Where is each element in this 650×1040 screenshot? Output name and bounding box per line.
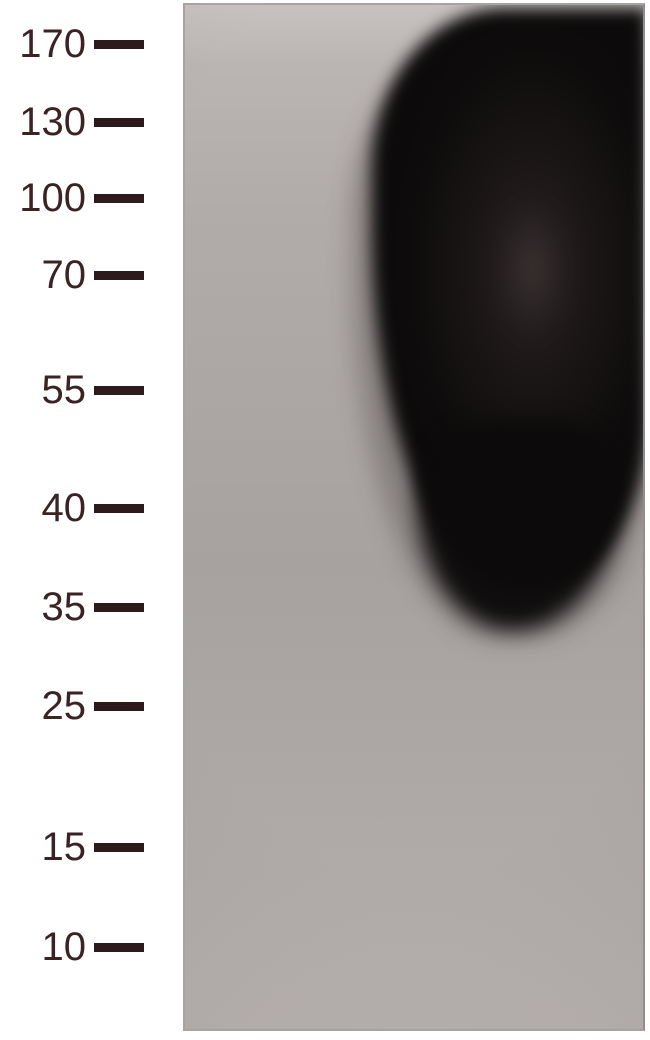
marker-label: 40: [0, 486, 86, 531]
marker-row: 35: [0, 585, 144, 630]
marker-row: 15: [0, 825, 144, 870]
marker-label: 55: [0, 368, 86, 413]
marker-label: 130: [0, 100, 86, 145]
marker-tick: [94, 603, 144, 612]
marker-row: 170: [0, 22, 144, 67]
marker-tick: [94, 40, 144, 49]
marker-row: 25: [0, 684, 144, 729]
marker-label: 70: [0, 253, 86, 298]
blot-figure: 170 130 100 70 55 40 35 25 15 10: [0, 0, 650, 1040]
marker-row: 70: [0, 253, 144, 298]
marker-row: 10: [0, 925, 144, 970]
marker-tick: [94, 271, 144, 280]
marker-tick: [94, 194, 144, 203]
marker-label: 100: [0, 176, 86, 221]
marker-row: 40: [0, 486, 144, 531]
marker-tick: [94, 843, 144, 852]
blot-frame: [183, 3, 645, 1031]
marker-tick: [94, 118, 144, 127]
marker-tick: [94, 702, 144, 711]
marker-row: 130: [0, 100, 144, 145]
marker-tick: [94, 386, 144, 395]
marker-tick: [94, 504, 144, 513]
marker-label: 35: [0, 585, 86, 630]
marker-label: 10: [0, 925, 86, 970]
marker-label: 170: [0, 22, 86, 67]
marker-label: 15: [0, 825, 86, 870]
marker-row: 55: [0, 368, 144, 413]
marker-row: 100: [0, 176, 144, 221]
marker-tick: [94, 943, 144, 952]
marker-label: 25: [0, 684, 86, 729]
